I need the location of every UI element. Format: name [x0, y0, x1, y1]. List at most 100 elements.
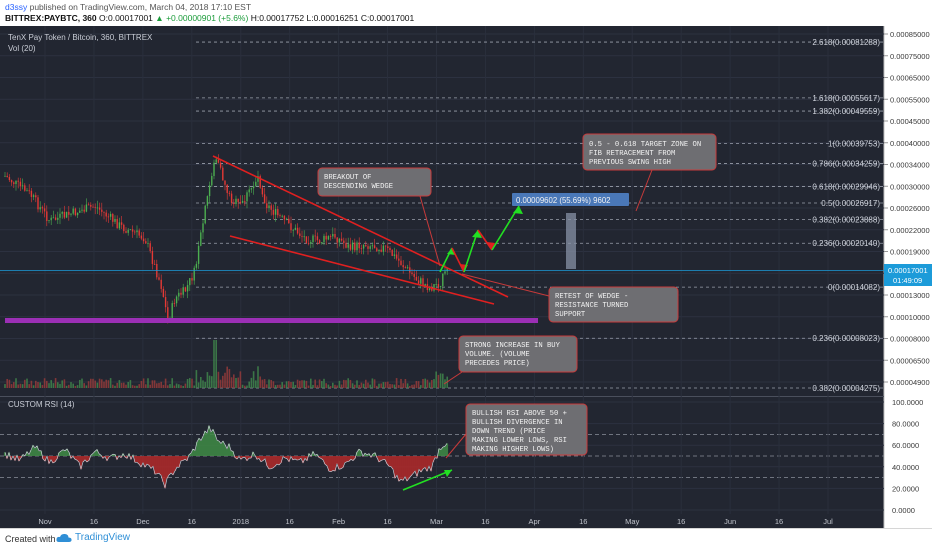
ohlc-readout: BITTREX:PAYBTC, 360 O:0.00017001 ▲ +0.00… — [5, 13, 414, 23]
annotation-rsi[interactable]: BULLISH RSI ABOVE 50 + BULLISH DIVERGENC… — [445, 403, 588, 459]
annotation-volume[interactable]: STRONG INCREASE IN BUY VOLUME. (VOLUME P… — [443, 335, 578, 385]
rsi-line — [3, 424, 449, 490]
wedge-lower-line — [229, 235, 495, 305]
fib-level-label: 1.618(0.00055617) — [812, 94, 880, 103]
price-tick-label: 0.00034000 — [890, 161, 930, 170]
price-tick-label: 0.00010000 — [890, 313, 930, 322]
fib-level-label: 1(0.00039753) — [828, 140, 880, 149]
fib-level-label: 1.382(0.00049559) — [812, 107, 880, 116]
time-tick-label: 16 — [677, 517, 685, 526]
rsi-divergence-arrow — [402, 469, 453, 491]
annotation-retest-line3: SUPPORT — [555, 311, 586, 319]
annotation-rsi-line5: MAKING HIGHER LOWS) — [472, 446, 554, 454]
open-value: O:0.00017001 — [99, 13, 153, 23]
annotation-breakout[interactable]: BREAKOUT OF DESCENDING WEDGE — [317, 167, 441, 267]
time-axis-ticks: Nov 16 Dec 16 2018 16 Feb 16 Mar 16 Apr 16 May 16 Jun 1… — [38, 517, 833, 526]
price-tick-label: 0.00085000 — [890, 30, 930, 39]
rsi-tick-label: 20.0000 — [892, 484, 919, 493]
annotation-retest-line1: RETEST OF WEDGE - — [555, 293, 628, 301]
support-band — [5, 318, 538, 323]
fib-level-label: 0.236(0.00020140) — [812, 239, 880, 248]
time-tick-label: 16 — [481, 517, 489, 526]
fib-level-label: 0.382(0.00023888) — [812, 215, 880, 224]
price-tick-label: 0.00013000 — [890, 291, 930, 300]
change-arrow-icon: ▲ — [155, 13, 164, 23]
time-axis — [0, 514, 884, 528]
tradingview-logo[interactable]: TradingView — [56, 532, 130, 543]
rsi-tick-label: 40.0000 — [892, 463, 919, 472]
time-tick-label: Dec — [136, 517, 150, 526]
annotation-breakout-line1: BREAKOUT OF — [324, 174, 371, 182]
price-tick-label: 0.00004900 — [890, 378, 930, 387]
target-price-label: 0.00009602 (55.69%) 9602 — [516, 196, 611, 205]
rsi-tick-label: 80.0000 — [892, 420, 919, 429]
change-value: +0.00000901 (+5.6%) — [166, 13, 249, 23]
wedge-upper-line — [212, 155, 509, 298]
time-tick-label: May — [625, 517, 639, 526]
rsi-tick-label: 100.0000 — [892, 398, 923, 407]
annotation-target-line3: PREVIOUS SWING HIGH — [589, 159, 671, 167]
rsi-tick-label: 60.0000 — [892, 441, 919, 450]
chart-area[interactable]: 2.618(0.00081288) 1.618(0.00055617) 1.382(… — [0, 26, 932, 528]
annotation-target-line1: 0.5 - 0.618 TARGET ZONE ON — [589, 141, 701, 149]
time-tick-label: 16 — [579, 517, 587, 526]
annotation-rsi-line1: BULLISH RSI ABOVE 50 + — [472, 410, 567, 418]
current-price-value: 0.00017001 — [888, 266, 928, 275]
time-tick-label: 16 — [775, 517, 783, 526]
price-tick-label: 0.00019000 — [890, 248, 930, 257]
time-tick-label: Mar — [430, 517, 443, 526]
annotation-volume-line2: VOLUME. (VOLUME — [465, 351, 530, 359]
rsi-title: CUSTOM RSI (14) — [8, 400, 75, 409]
close-value: C:0.00017001 — [360, 13, 415, 23]
created-with-text: Created with — [5, 534, 56, 544]
price-tick-label: 0.00045000 — [890, 117, 930, 126]
fib-level-label: 0.236(0.00008023) — [812, 334, 880, 343]
time-tick-label: 16 — [383, 517, 391, 526]
brand-name: TradingView — [75, 532, 131, 543]
rsi-axis-ticks: 100.0000 80.0000 60.0000 40.0000 20.0000 0.00… — [892, 398, 923, 515]
annotation-rsi-line2: BULLISH DIVERGENCE IN — [472, 419, 563, 427]
fib-retracement: 2.618(0.00081288) 1.618(0.00055617) 1.382(… — [196, 38, 884, 393]
time-tick-label: 16 — [286, 517, 294, 526]
author-link[interactable]: d3ssy — [5, 2, 28, 12]
footer-bar: Created with TradingView — [0, 528, 932, 550]
fib-level-label: 0.5(0.00026917) — [821, 199, 880, 208]
price-tick-label: 0.00065000 — [890, 74, 930, 83]
candles — [4, 154, 448, 324]
fib-level-label: 2.618(0.00081288) — [812, 38, 880, 47]
time-tick-label: Jun — [724, 517, 736, 526]
annotation-target[interactable]: 0.5 - 0.618 TARGET ZONE ON FIB RETRACEME… — [582, 133, 717, 212]
price-tick-label: 0.00075000 — [890, 52, 930, 61]
annotation-target-line2: FIB RETRACEMENT FROM — [589, 150, 675, 158]
time-tick-label: 2018 — [232, 517, 249, 526]
annotation-rsi-line4: MAKING LOWER LOWS, RSI — [472, 437, 567, 445]
price-tick-label: 0.00006500 — [890, 356, 930, 365]
high-value: H:0.00017752 — [250, 13, 305, 23]
annotation-volume-line1: STRONG INCREASE IN BUY — [465, 342, 561, 350]
rsi-arrow-head — [444, 470, 452, 477]
price-tick-label: 0.00030000 — [890, 182, 930, 191]
target-price-box — [512, 193, 629, 206]
annotation-retest-line2: RESISTANCE TURNED — [555, 302, 628, 310]
price-tick-label: 0.00022000 — [890, 226, 930, 235]
publish-text: published on TradingView.com, March 04, … — [29, 2, 252, 12]
fib-level-label: 0(0.00014082) — [828, 283, 880, 292]
symbol-label: BITTREX:PAYBTC, 360 — [5, 13, 97, 23]
price-tick-label: 0.00026000 — [890, 204, 930, 213]
candle-countdown: 01:49:09 — [893, 276, 922, 285]
time-tick-label: Jul — [823, 517, 833, 526]
main-pane[interactable] — [0, 26, 884, 396]
low-value: L:0.00016251 — [306, 13, 359, 23]
annotation-retest[interactable]: RETEST OF WEDGE - RESISTANCE TURNED SUPP… — [461, 273, 679, 323]
time-tick-label: Nov — [38, 517, 52, 526]
target-zone — [566, 213, 576, 269]
price-tick-label: 0.00040000 — [890, 139, 930, 148]
annotation-rsi-line3: DOWN TREND (PRICE — [472, 428, 545, 436]
annotation-breakout-line2: DESCENDING WEDGE — [324, 183, 393, 191]
projection-arrows — [439, 205, 523, 273]
cloud-icon — [56, 533, 72, 542]
rsi-tick-label: 0.0000 — [892, 506, 915, 515]
chart-title: TenX Pay Token / Bitcoin, 360, BITTREX — [8, 33, 153, 42]
fib-level-label: 0.786(0.00034259) — [812, 160, 880, 169]
time-tick-label: Apr — [529, 517, 541, 526]
